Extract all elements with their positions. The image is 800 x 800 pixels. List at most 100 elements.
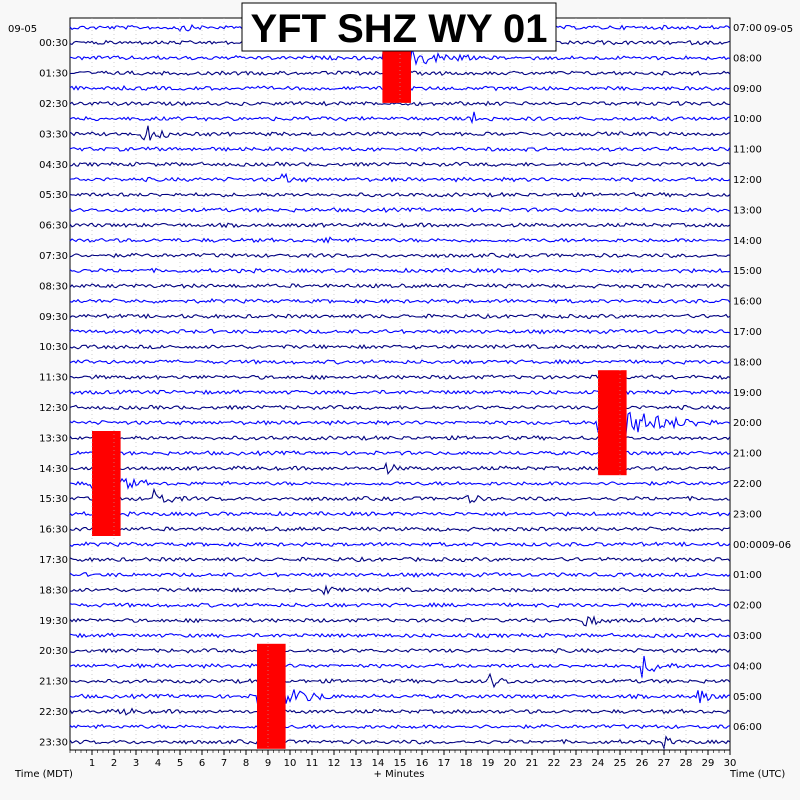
right-time-label: 12:00	[733, 175, 762, 186]
left-time-label: 18:30	[39, 585, 68, 596]
left-time-label: 13:30	[39, 433, 68, 444]
right-time-label: 04:00	[733, 661, 762, 672]
left-time-label: 15:30	[39, 494, 68, 505]
left-time-label: 04:30	[39, 160, 68, 171]
left-time-label: 03:30	[39, 129, 68, 140]
x-axis-ticks: 1 2 3 4 5 6 7 8 9 10 11 12 13 14 15 16 17 18 19 20 21 22 23 24 2…	[69, 750, 737, 769]
x-tick-label: 14	[372, 758, 385, 769]
seismic-trace	[69, 252, 731, 259]
seismic-trace	[69, 682, 731, 709]
seismic-trace	[69, 161, 731, 168]
left-time-label: 07:30	[39, 251, 68, 262]
left-time-labels: 00:30 01:30 02:30 03:30 04:30 05:30 06:30 07:30…	[39, 38, 68, 748]
x-tick-label: 28	[680, 758, 693, 769]
left-time-label: 20:30	[39, 646, 68, 657]
left-time-label: 16:30	[39, 525, 68, 536]
right-time-label: 23:00	[733, 509, 762, 520]
x-tick-label: 3	[133, 758, 139, 769]
seismic-trace	[69, 100, 731, 107]
x-tick-label: 1	[89, 758, 95, 769]
x-tick-label: 27	[658, 758, 671, 769]
right-time-label: 11:00	[733, 145, 762, 156]
x-tick-label: 6	[199, 758, 205, 769]
seismic-trace	[69, 735, 731, 751]
x-tick-label: 16	[416, 758, 429, 769]
chart-title: YFT SHZ WY 01	[250, 7, 547, 51]
right-time-label: 01:00	[733, 570, 762, 581]
x-tick-label: 10	[284, 758, 297, 769]
x-tick-label: 23	[570, 758, 583, 769]
left-time-label: 17:30	[39, 555, 68, 566]
right-time-label: 17:00	[733, 327, 762, 338]
x-tick-label: 11	[306, 758, 319, 769]
seismic-trace	[69, 584, 731, 596]
title-box	[241, 2, 557, 52]
right-time-label: 20:00	[733, 418, 762, 429]
right-time-label: 14:00	[733, 236, 762, 247]
left-time-label: 23:30	[39, 737, 68, 748]
seismic-trace	[69, 313, 731, 320]
x-tick-label: 5	[177, 758, 183, 769]
right-time-label: 21:00	[733, 449, 762, 460]
right-time-label: 19:00	[733, 388, 762, 399]
plot-background	[69, 17, 731, 751]
seismic-trace	[69, 172, 731, 183]
x-tick-label: 2	[111, 758, 117, 769]
right-time-label: 05:00	[733, 692, 762, 703]
x-tick-label: 12	[328, 758, 341, 769]
right-time-label: 15:00	[733, 266, 762, 277]
right-time-label: 18:00	[733, 357, 762, 368]
x-tick-label: 21	[526, 758, 539, 769]
x-tick-label: 25	[614, 758, 627, 769]
left-time-label: 12:30	[39, 403, 68, 414]
seismic-trace	[69, 487, 731, 504]
right-time-label: 07:00	[733, 23, 762, 34]
x-tick-label: 15	[394, 758, 407, 769]
left-time-label: 05:30	[39, 190, 68, 201]
right-time-label: 00:00	[733, 540, 762, 551]
left-time-label: 19:30	[39, 616, 68, 627]
x-tick-label: 30	[724, 758, 737, 769]
left-time-label: 10:30	[39, 342, 68, 353]
x-tick-label: 20	[504, 758, 517, 769]
x-tick-label: 8	[243, 758, 249, 769]
seismic-trace	[69, 471, 731, 495]
x-tick-label: 26	[636, 758, 649, 769]
seismic-trace	[69, 146, 731, 153]
right-time-label: 02:00	[733, 601, 762, 612]
x-tick-label: 19	[482, 758, 495, 769]
right-time-labels: 07:00 08:00 09:00 10:00 11:00 12:00 13:00 14:00…	[733, 23, 791, 733]
x-tick-label: 13	[350, 758, 363, 769]
right-time-label: 03:00	[733, 631, 762, 642]
left-time-label: 14:30	[39, 464, 68, 475]
x-tick-label: 18	[460, 758, 473, 769]
next-day-label: 09-06	[762, 540, 791, 551]
seismic-trace	[69, 343, 731, 350]
x-tick-label: 29	[702, 758, 715, 769]
x-tick-label: 4	[155, 758, 161, 769]
clip-marker	[598, 370, 627, 476]
left-time-label: 22:30	[39, 707, 68, 718]
left-time-label: 01:30	[39, 69, 68, 80]
left-time-label: 09:30	[39, 312, 68, 323]
left-time-label: 00:30	[39, 38, 68, 49]
right-time-label: 06:00	[733, 722, 762, 733]
right-time-label: 16:00	[733, 297, 762, 308]
x-tick-label: 7	[221, 758, 227, 769]
seismic-trace	[69, 615, 731, 627]
left-time-label: 06:30	[39, 221, 68, 232]
x-axis-label: + Minutes	[374, 769, 425, 780]
right-time-label: 13:00	[733, 205, 762, 216]
seismic-trace	[69, 655, 731, 678]
left-date-label: 09-05	[8, 24, 37, 35]
right-time-label: 22:00	[733, 479, 762, 490]
right-time-label: 10:00	[733, 114, 762, 125]
x-tick-label: 24	[592, 758, 605, 769]
seismic-trace	[69, 283, 730, 289]
left-time-label: 11:30	[39, 373, 68, 384]
x-tick-label: 22	[548, 758, 561, 769]
x-tick-label: 17	[438, 758, 451, 769]
left-axis-label: Time (MDT)	[14, 769, 73, 780]
seismic-trace	[69, 707, 731, 716]
right-axis-label: Time (UTC)	[729, 769, 785, 780]
